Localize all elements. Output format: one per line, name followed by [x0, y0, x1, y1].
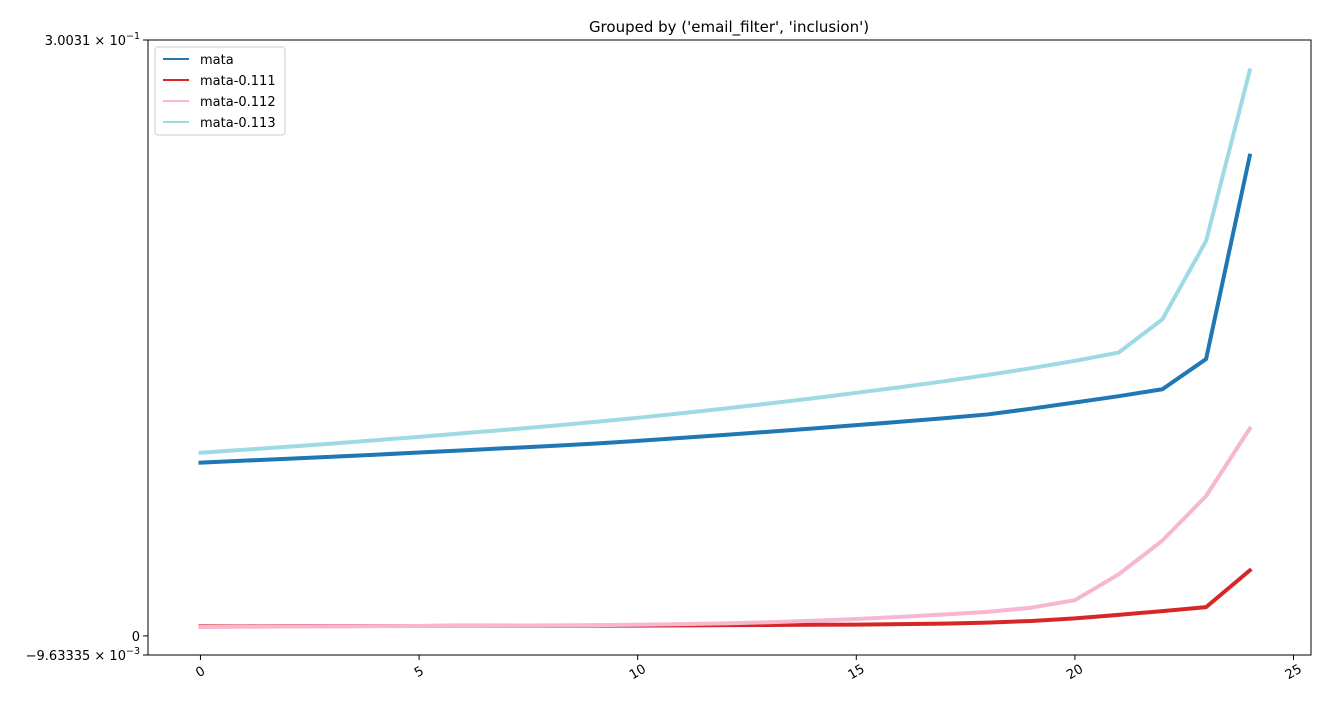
x-tick-label: 0 — [193, 664, 208, 681]
y-axis: −9.63335 × 10−30 3.0031 × 10−1 — [26, 31, 148, 664]
series-line-0 — [198, 153, 1253, 465]
x-tick-label: 5 — [412, 664, 427, 681]
series-line-3 — [198, 67, 1253, 455]
x-tick-label: 15 — [846, 662, 868, 683]
x-tick-label: 20 — [1064, 662, 1086, 683]
legend-box — [154, 46, 286, 136]
x-axis: 0 5 10 15 20 25 — [193, 655, 1305, 683]
chart-title: Grouped by ('email_filter', 'inclusion') — [589, 18, 869, 37]
legend-label: mata-0.111 — [200, 74, 276, 89]
plot-frame — [147, 39, 1312, 656]
y-tick-label: −9.63335 × 10−3 — [26, 646, 140, 664]
plot-lines — [198, 67, 1253, 629]
x-tick-label: 25 — [1283, 662, 1305, 683]
legend: mata mata-0.111 mata-0.112 mata-0.113 — [154, 46, 286, 136]
legend-label: mata-0.112 — [200, 95, 276, 110]
series-line-1 — [198, 567, 1253, 629]
x-tick-label: 10 — [627, 662, 649, 683]
y-tick-label: 0 — [132, 630, 140, 645]
y-tick-label: 3.0031 × 10−1 — [45, 31, 140, 49]
legend-label: mata-0.113 — [200, 116, 276, 131]
legend-label: mata — [200, 53, 234, 68]
series-line-2 — [198, 425, 1253, 629]
